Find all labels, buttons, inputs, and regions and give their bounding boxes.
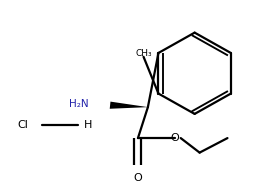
Polygon shape [110,102,148,109]
Text: H₂N: H₂N [69,99,88,109]
Text: H: H [84,120,93,130]
Text: CH₃: CH₃ [135,49,152,58]
Text: O: O [170,133,179,143]
Text: Cl: Cl [18,120,29,130]
Text: O: O [134,173,142,183]
